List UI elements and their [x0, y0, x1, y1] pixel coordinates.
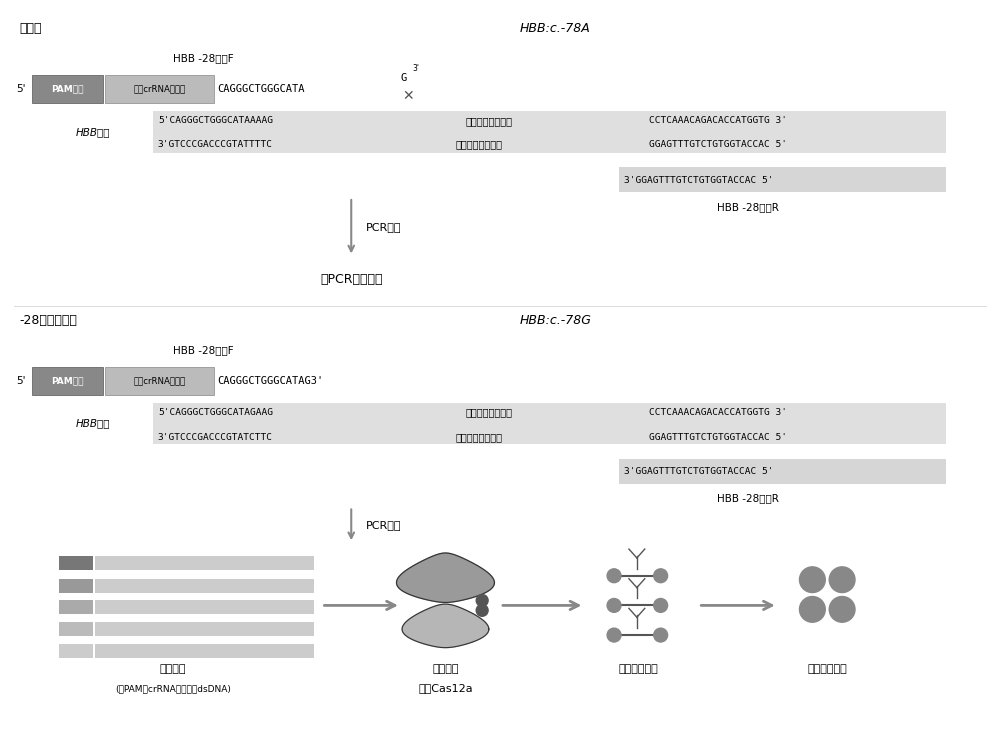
Text: PAM序列: PAM序列: [51, 85, 84, 94]
Text: －－－－－－－－: －－－－－－－－: [455, 432, 502, 442]
Circle shape: [476, 595, 488, 607]
Bar: [95, 579, 314, 592]
FancyBboxPatch shape: [32, 75, 103, 103]
FancyBboxPatch shape: [105, 367, 214, 394]
Text: GGAGTTTGTCTGTGGTACCAC 5': GGAGTTTGTCTGTGGTACCAC 5': [649, 433, 787, 442]
Text: HBB -28引物F: HBB -28引物F: [173, 53, 233, 64]
Circle shape: [607, 598, 621, 612]
Polygon shape: [402, 604, 489, 648]
FancyBboxPatch shape: [105, 75, 214, 103]
Text: 通用crRNA识别区: 通用crRNA识别区: [134, 376, 186, 386]
Circle shape: [476, 604, 488, 616]
Text: ✕: ✕: [402, 89, 414, 104]
Text: HBB:c.-78A: HBB:c.-78A: [520, 22, 591, 35]
Bar: [59, 556, 93, 570]
Text: HBB -28引物R: HBB -28引物R: [717, 202, 779, 212]
Text: 无PCR扩增产物: 无PCR扩增产物: [320, 272, 383, 286]
Text: HBB基因: HBB基因: [76, 419, 111, 428]
Text: 通用crRNA识别区: 通用crRNA识别区: [134, 85, 186, 94]
Text: 3'GTCCCGACCCGTATCTTC: 3'GTCCCGACCCGTATCTTC: [158, 433, 273, 442]
Text: 切割荧光探针: 切割荧光探针: [619, 664, 659, 674]
Text: －－－－－－－－: －－－－－－－－: [465, 407, 512, 418]
Text: CAGGGCTGGGCATA: CAGGGCTGGGCATA: [217, 84, 305, 94]
Text: HBB:c.-78G: HBB:c.-78G: [520, 314, 592, 327]
Circle shape: [829, 567, 855, 592]
Text: PAM序列: PAM序列: [51, 376, 84, 386]
Circle shape: [829, 596, 855, 622]
Circle shape: [654, 628, 668, 642]
Text: G: G: [401, 74, 407, 83]
Bar: [153, 111, 946, 152]
Text: -28突变携带者: -28突变携带者: [19, 314, 77, 327]
Text: 5'CAGGGCTGGGCATAAAAG: 5'CAGGGCTGGGCATAAAAG: [158, 116, 273, 125]
Text: 3': 3': [413, 64, 420, 73]
FancyBboxPatch shape: [32, 367, 103, 394]
Circle shape: [607, 568, 621, 583]
Bar: [153, 403, 946, 444]
Text: 扩增产物: 扩增产物: [160, 664, 186, 674]
Bar: [95, 644, 314, 658]
Text: CCTCAAACAGACACCATGGTG 3': CCTCAAACAGACACCATGGTG 3': [649, 116, 787, 125]
Text: CCTCAAACAGACACCATGGTG 3': CCTCAAACAGACACCATGGTG 3': [649, 408, 787, 417]
Text: 3'GGAGTTTGTCTGTGGTACCAC 5': 3'GGAGTTTGTCTGTGGTACCAC 5': [624, 467, 773, 476]
Circle shape: [654, 568, 668, 583]
Text: 3'GTCCCGACCCGTATTTTC: 3'GTCCCGACCCGTATTTTC: [158, 140, 273, 149]
Circle shape: [799, 596, 825, 622]
Text: －－－－－－－－: －－－－－－－－: [465, 116, 512, 126]
Text: (含PAM和crRNA识别区的dsDNA): (含PAM和crRNA识别区的dsDNA): [115, 684, 231, 693]
Text: HBB基因: HBB基因: [76, 127, 111, 136]
Text: 扩增产物: 扩增产物: [432, 664, 459, 674]
Text: 正常人: 正常人: [19, 22, 42, 35]
Text: PCR扩增: PCR扩增: [366, 222, 402, 232]
Text: PCR扩增: PCR扩增: [366, 520, 402, 530]
Bar: [619, 167, 946, 192]
Circle shape: [607, 628, 621, 642]
Text: 激活Cas12a: 激活Cas12a: [418, 683, 473, 694]
Text: HBB -28引物F: HBB -28引物F: [173, 345, 233, 355]
Bar: [95, 556, 314, 570]
Polygon shape: [397, 553, 494, 602]
Bar: [95, 601, 314, 614]
Text: 5': 5': [16, 376, 26, 386]
Bar: [59, 601, 93, 614]
Text: HBB -28引物R: HBB -28引物R: [717, 494, 779, 503]
Circle shape: [654, 598, 668, 612]
Bar: [95, 622, 314, 636]
Text: GGAGTTTGTCTGTGGTACCAC 5': GGAGTTTGTCTGTGGTACCAC 5': [649, 140, 787, 149]
Text: 释放荧光信号: 释放荧光信号: [807, 664, 847, 674]
Circle shape: [799, 567, 825, 592]
Bar: [59, 579, 93, 592]
Bar: [59, 644, 93, 658]
Text: 5': 5': [16, 84, 26, 94]
Text: －－－－－－－－: －－－－－－－－: [455, 140, 502, 149]
Text: 3'GGAGTTTGTCTGTGGTACCAC 5': 3'GGAGTTTGTCTGTGGTACCAC 5': [624, 176, 773, 184]
Bar: [59, 622, 93, 636]
Bar: [619, 459, 946, 484]
Text: 5'CAGGGCTGGGCATAGAAG: 5'CAGGGCTGGGCATAGAAG: [158, 408, 273, 417]
Text: CAGGGCTGGGCATAG3': CAGGGCTGGGCATAG3': [217, 376, 324, 386]
